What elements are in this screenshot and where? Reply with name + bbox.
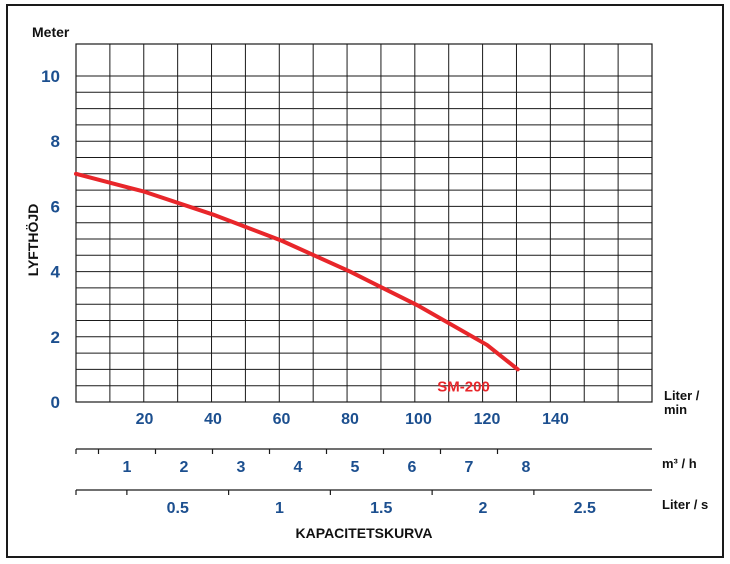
series-label: SM-200 xyxy=(437,378,490,395)
y-tick-label: 0 xyxy=(51,393,60,412)
x-tick-label-m3h: 6 xyxy=(408,459,417,476)
chart-title: KAPACITETSKURVA xyxy=(296,525,433,541)
x-tick-label-m3h: 4 xyxy=(294,459,303,476)
x-unit-label-lpm: Liter / xyxy=(664,388,700,403)
x-tick-label-m3h: 5 xyxy=(351,459,360,476)
series-line-sm-200 xyxy=(74,171,520,372)
x-tick-label-m3h: 8 xyxy=(522,459,531,476)
y-tick-label: 2 xyxy=(51,328,60,347)
x-unit-label-lpm: min xyxy=(664,402,687,417)
x-tick-label-lpm: 80 xyxy=(341,411,359,428)
y-tick-label: 4 xyxy=(51,263,61,282)
x-tick-label-lpm: 120 xyxy=(474,411,501,428)
chart-grid xyxy=(75,43,653,403)
x-tick-label-lpm: 20 xyxy=(136,411,154,428)
series-layer: SM-200 xyxy=(74,171,520,395)
x-unit-label-ls: Liter / s xyxy=(662,497,708,512)
x-tick-label-m3h: 2 xyxy=(180,459,189,476)
x-tick-label-m3h: 1 xyxy=(123,459,132,476)
x-tick-label-ls: 0.5 xyxy=(167,500,189,517)
y-unit-label: Meter xyxy=(32,24,70,40)
x-tick-label-lpm: 60 xyxy=(273,411,291,428)
x-tick-label-ls: 1.5 xyxy=(370,500,392,517)
y-tick-label: 6 xyxy=(51,197,60,216)
x-tick-label-ls: 1 xyxy=(275,500,284,517)
x-tick-label-m3h: 3 xyxy=(237,459,246,476)
y-axis-label: LYFTHÖJD xyxy=(25,204,41,277)
y-tick-labels: 0 2 4 6 8 10 xyxy=(41,67,60,412)
x-unit-label-m3h: m³ / h xyxy=(662,456,697,471)
x-tick-label-m3h: 7 xyxy=(465,459,474,476)
x-tick-label-lpm: 40 xyxy=(204,411,222,428)
x-tick-label-lpm: 100 xyxy=(405,411,432,428)
y-tick-label: 8 xyxy=(51,132,60,151)
x-tick-label-lpm: 140 xyxy=(542,411,569,428)
x-axis-labels: 20 40 60 80 100 120 140 Liter /min 1 2 3 4 5 6 7 8 m³ / … xyxy=(75,388,708,517)
x-tick-label-ls: 2 xyxy=(479,500,488,517)
x-tick-label-ls: 2.5 xyxy=(574,500,596,517)
y-tick-label: 10 xyxy=(41,67,60,86)
